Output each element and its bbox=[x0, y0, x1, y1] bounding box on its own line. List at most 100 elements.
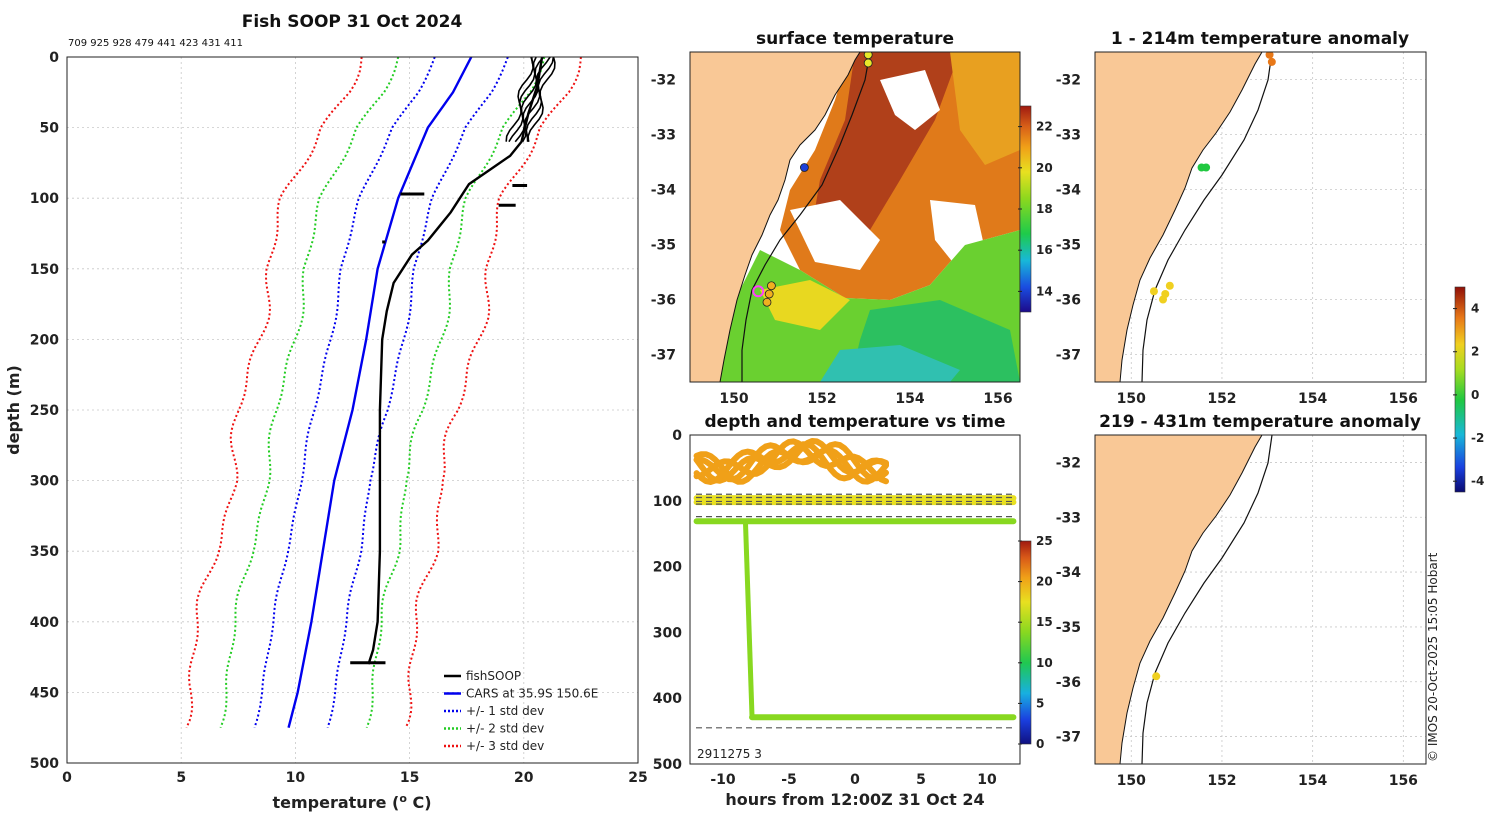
sst-xtick-label: 150 bbox=[719, 391, 748, 407]
profile-xlabel-main: temperature ( bbox=[272, 793, 399, 812]
timeseries-xlabel: hours from 12:00Z 31 Oct 24 bbox=[725, 790, 984, 809]
profile-xtick-label: 10 bbox=[286, 770, 306, 786]
sst-colorbar-label: 18 bbox=[1036, 202, 1053, 216]
sst-xtick-label: 152 bbox=[807, 391, 836, 407]
anomaly-deep-xtick-label: 152 bbox=[1207, 773, 1236, 789]
anomaly-deep-xtick-label: 156 bbox=[1389, 773, 1418, 789]
profile-ytick-label: 400 bbox=[30, 615, 59, 631]
timeseries-colorbar-label: 0 bbox=[1036, 737, 1044, 751]
sst-station-marker bbox=[863, 52, 873, 60]
sst-isobath bbox=[741, 52, 871, 382]
anomaly-colorbar-label: 0 bbox=[1471, 388, 1479, 402]
profile-fishsoop-line bbox=[367, 56, 544, 665]
anomaly-deep-title: 219 - 431m temperature anomaly bbox=[1099, 412, 1421, 432]
profile-ytick-label: 450 bbox=[30, 685, 59, 701]
timeseries-ytick-label: 100 bbox=[653, 494, 682, 510]
legend-label: fishSOOP bbox=[466, 669, 521, 683]
timeseries-ytick-label: 500 bbox=[653, 757, 682, 773]
profile-xtick-label: 0 bbox=[62, 770, 72, 786]
profile-fishsoop-surface-cast bbox=[525, 56, 555, 142]
sst-xtick-label: 156 bbox=[983, 391, 1012, 407]
sst-title: surface temperature bbox=[756, 29, 954, 49]
profile-xtick-label: 25 bbox=[628, 770, 647, 786]
sst-panel: surface temperature bbox=[651, 29, 1053, 407]
timeseries-colorbar-label: 20 bbox=[1036, 575, 1053, 589]
sst-cyan-patch bbox=[820, 345, 960, 382]
sst-ytick-label: -37 bbox=[651, 348, 676, 364]
timeseries-surface-track bbox=[693, 441, 890, 485]
profile-plus1sd-line bbox=[326, 56, 509, 729]
anomaly-colorbar-label: 2 bbox=[1471, 345, 1479, 359]
profile-xtick-label: 5 bbox=[176, 770, 186, 786]
anomaly-deep-xtick-label: 154 bbox=[1298, 773, 1327, 789]
sst-north-offshore bbox=[950, 52, 1020, 165]
sst-ticks: 150 152 154 156 -32 -33 -34 -35 -36 -37 bbox=[651, 73, 1013, 408]
legend-label: +/- 2 std dev bbox=[466, 722, 544, 736]
profile-ytick-label: 100 bbox=[30, 191, 59, 207]
anomaly-shallow-ytick-label: -37 bbox=[1056, 348, 1081, 364]
anomaly-deep-xtick-label: 150 bbox=[1117, 773, 1146, 789]
sst-station-marker bbox=[800, 163, 809, 172]
anomaly-deep-ytick-label: -35 bbox=[1056, 620, 1081, 636]
sst-station-marker bbox=[863, 58, 873, 68]
timeseries-colorbar-ticks: 0 5 10 15 20 25 bbox=[1018, 534, 1053, 751]
legend-label: +/- 3 std dev bbox=[466, 739, 544, 753]
anomaly-shallow-xtick-label: 156 bbox=[1389, 391, 1418, 407]
timeseries-colorbar-label: 25 bbox=[1036, 534, 1053, 548]
profile-ytick-label: 250 bbox=[30, 403, 59, 419]
timeseries-colorbar-label: 15 bbox=[1036, 615, 1053, 629]
profile-xtick-label: 20 bbox=[514, 770, 534, 786]
timeseries-surface-track bbox=[693, 438, 890, 485]
anomaly-deep-ytick-label: -33 bbox=[1056, 510, 1081, 526]
anomaly-shallow-grid bbox=[1095, 52, 1426, 382]
timeseries-ytick-label: 0 bbox=[672, 428, 682, 444]
timeseries-ytick-label: 400 bbox=[653, 691, 682, 707]
anomaly-colorbar-label: -2 bbox=[1471, 431, 1484, 445]
profile-ylabel: depth (m) bbox=[4, 365, 23, 455]
anomaly-shallow-point bbox=[1165, 281, 1174, 290]
profile-plus3sd-line bbox=[404, 56, 582, 729]
anomaly-deep-land bbox=[1095, 435, 1262, 764]
sst-ytick-label: -33 bbox=[651, 128, 676, 144]
anomaly-colorbar bbox=[1454, 286, 1466, 493]
anomaly-colorbar-label: 4 bbox=[1471, 302, 1479, 316]
anomaly-shallow-ticks: 150 152 154 156 -32 -33 -34 -35 -36 -37 bbox=[1056, 73, 1418, 408]
anomaly-shallow-point bbox=[1265, 52, 1274, 59]
timeseries-colorbar-label: 10 bbox=[1036, 656, 1053, 670]
profile-ytick-label: 150 bbox=[30, 262, 59, 278]
profile-title: Fish SOOP 31 Oct 2024 bbox=[242, 12, 463, 32]
sst-ytick-label: -36 bbox=[651, 293, 676, 309]
profile-minus3sd-line bbox=[185, 56, 363, 729]
timeseries-xtick-label: -10 bbox=[710, 772, 736, 788]
timeseries-colorbar bbox=[1019, 540, 1032, 745]
footer-credit: © IMOS 20-Oct-2025 15:05 Hobart bbox=[1426, 552, 1440, 762]
profile-ytick-label: 500 bbox=[30, 756, 59, 772]
anomaly-shallow-point bbox=[1149, 287, 1158, 296]
sst-yellow-patch bbox=[760, 280, 850, 330]
profile-ytick-label: 0 bbox=[49, 50, 59, 66]
profile-minus1sd-line bbox=[253, 56, 436, 729]
anomaly-shallow-isobath bbox=[1141, 52, 1273, 382]
anomaly-deep-ticks: 150 152 154 156 -32 -33 -34 -35 -36 -37 bbox=[1056, 455, 1418, 789]
profile-ytick-label: 200 bbox=[30, 332, 59, 348]
anomaly-shallow-xtick-label: 152 bbox=[1207, 391, 1236, 407]
profile-fishsoop-surface-cast bbox=[508, 56, 536, 143]
profile-ytick-label: 300 bbox=[30, 474, 59, 490]
profile-legend: fishSOOP CARS at 35.9S 150.6E +/- 1 std de… bbox=[444, 669, 598, 753]
timeseries-corner-text: 2911275 3 bbox=[697, 747, 762, 761]
profile-ytick-label: 350 bbox=[30, 544, 59, 560]
anomaly-deep-isobath bbox=[1141, 435, 1273, 764]
anomaly-shallow-ytick-label: -33 bbox=[1056, 128, 1081, 144]
profile-series bbox=[185, 56, 582, 729]
profile-fishsoop-surface-cast bbox=[523, 56, 551, 142]
anomaly-shallow-title: 1 - 214m temperature anomaly bbox=[1111, 29, 1409, 49]
anomaly-shallow-ytick-label: -36 bbox=[1056, 293, 1081, 309]
profile-xtick-label: 15 bbox=[400, 770, 419, 786]
timeseries-ytick-label: 300 bbox=[653, 625, 682, 641]
sst-colorbar-label: 16 bbox=[1036, 243, 1053, 257]
anomaly-colorbar-label: -4 bbox=[1471, 474, 1484, 488]
sst-xtick-label: 154 bbox=[895, 391, 924, 407]
sst-colorbar-label: 20 bbox=[1036, 161, 1053, 175]
sst-colorbar-label: 22 bbox=[1036, 120, 1053, 134]
